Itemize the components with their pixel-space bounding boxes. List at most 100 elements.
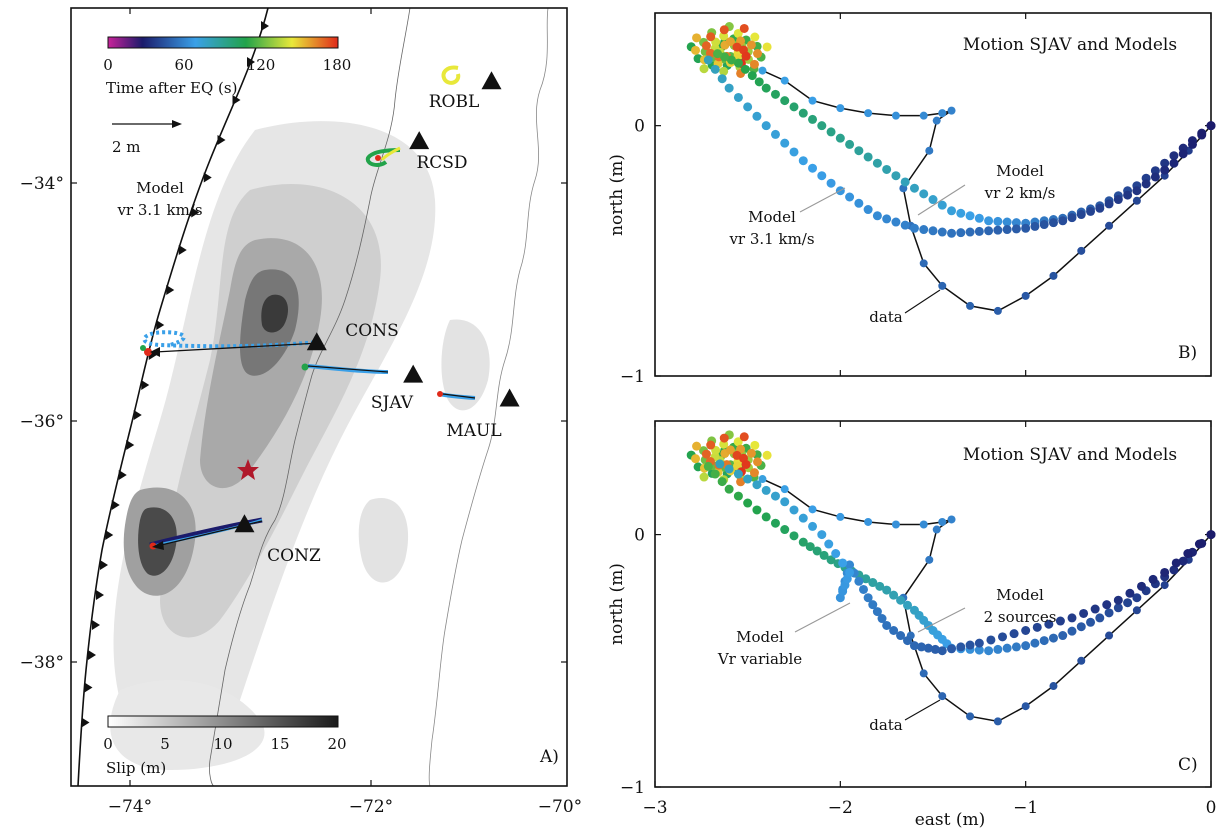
- model-point: [1160, 165, 1170, 175]
- trench-tooth: [178, 245, 187, 255]
- model-point: [889, 626, 899, 636]
- model-point: [1183, 549, 1193, 559]
- trench-tooth: [232, 95, 241, 105]
- model-point: [789, 102, 799, 112]
- x-tick-label: −2: [828, 798, 853, 818]
- data-point: [1132, 606, 1141, 615]
- model-point: [872, 607, 882, 617]
- model-point: [817, 171, 827, 181]
- model-point: [752, 111, 762, 121]
- data-point: [808, 96, 817, 105]
- model-point: [720, 52, 729, 62]
- model-point: [998, 632, 1007, 642]
- data-point: [1160, 581, 1169, 590]
- data-point: [993, 717, 1002, 726]
- model-point: [891, 217, 901, 227]
- model-point: [798, 156, 808, 166]
- model-point: [872, 158, 882, 168]
- model-point: [761, 121, 771, 131]
- model-point: [754, 77, 764, 87]
- model-point: [1048, 633, 1058, 643]
- model-point: [826, 555, 836, 565]
- late-time-point: [753, 49, 763, 59]
- trench-tooth: [203, 172, 212, 183]
- y-tick-label: −1: [620, 778, 645, 798]
- model-point: [1160, 567, 1170, 577]
- trench-tooth: [81, 717, 90, 728]
- trench-tooth: [111, 500, 120, 510]
- model-point: [1197, 130, 1207, 140]
- panel-a-label: A): [539, 747, 559, 767]
- model-point: [947, 228, 957, 238]
- late-time-point: [719, 433, 729, 443]
- model-point: [724, 484, 734, 494]
- data-point: [919, 520, 928, 529]
- model-point: [1102, 600, 1112, 610]
- model-point: [863, 593, 873, 603]
- model-point: [761, 512, 771, 522]
- model-point: [863, 205, 873, 215]
- model-point: [817, 121, 827, 131]
- model-point: [715, 459, 725, 469]
- model-point: [1194, 539, 1204, 549]
- model-point: [1039, 636, 1049, 646]
- late-time-point: [701, 41, 711, 51]
- model-point: [1169, 151, 1179, 161]
- late-time-point: [736, 477, 746, 487]
- model-point: [826, 178, 836, 188]
- panel-c-leader-2src: [917, 607, 966, 633]
- model-point: [1113, 195, 1123, 205]
- late-time-point: [739, 432, 749, 442]
- model-point: [909, 641, 919, 651]
- late-time-point: [692, 33, 702, 43]
- model-point: [1002, 643, 1012, 653]
- station-markers: [234, 71, 520, 533]
- trench-tooth: [118, 470, 127, 480]
- panel-c-ylabel: north (m): [607, 563, 627, 645]
- model-point: [937, 646, 947, 656]
- station-triangle-sjav: [403, 364, 424, 383]
- data-point: [891, 111, 900, 120]
- model-point: [1032, 622, 1042, 632]
- data-line: [762, 478, 1212, 723]
- model-point: [1021, 641, 1031, 651]
- trench-tooth: [156, 320, 165, 330]
- data-point: [938, 281, 947, 290]
- y-tick-label: −1: [620, 367, 645, 387]
- model-point: [903, 636, 913, 646]
- model-point: [1123, 190, 1133, 200]
- model-point: [805, 542, 815, 552]
- arrow-scale-label: 2 m: [112, 138, 141, 156]
- panel-b-leader-vr31: [799, 187, 846, 213]
- model-point: [974, 645, 984, 655]
- panel-b-label: B): [1178, 343, 1197, 363]
- data-point: [993, 306, 1002, 315]
- model-point: [877, 614, 887, 624]
- late-time-point: [692, 441, 702, 451]
- model-point: [733, 491, 743, 501]
- model-point: [724, 83, 734, 93]
- station-label-robl: ROBL: [429, 92, 480, 112]
- panel-c-annot-vrvar-line1: Model: [736, 628, 784, 646]
- model-point: [1150, 166, 1160, 176]
- model-point: [1132, 186, 1142, 196]
- model-point: [1104, 608, 1114, 618]
- model-point: [1171, 558, 1181, 568]
- panel-b-ylabel: north (m): [607, 154, 627, 236]
- late-time-point: [749, 468, 759, 478]
- model-point: [780, 138, 790, 148]
- trench-tooth: [191, 207, 200, 218]
- station-triangle-maul: [499, 388, 520, 407]
- model-point: [819, 550, 829, 560]
- model-point: [947, 206, 957, 216]
- late-time-point: [719, 25, 729, 35]
- model-point: [1095, 613, 1105, 623]
- model-point: [909, 183, 919, 193]
- data-point: [780, 485, 789, 494]
- model-point: [891, 171, 901, 181]
- late-time-point: [733, 28, 743, 38]
- data-point: [925, 555, 934, 564]
- data-point: [1132, 196, 1141, 205]
- model-point: [986, 635, 996, 645]
- panel-b-ticks: 0 −1: [620, 13, 1212, 387]
